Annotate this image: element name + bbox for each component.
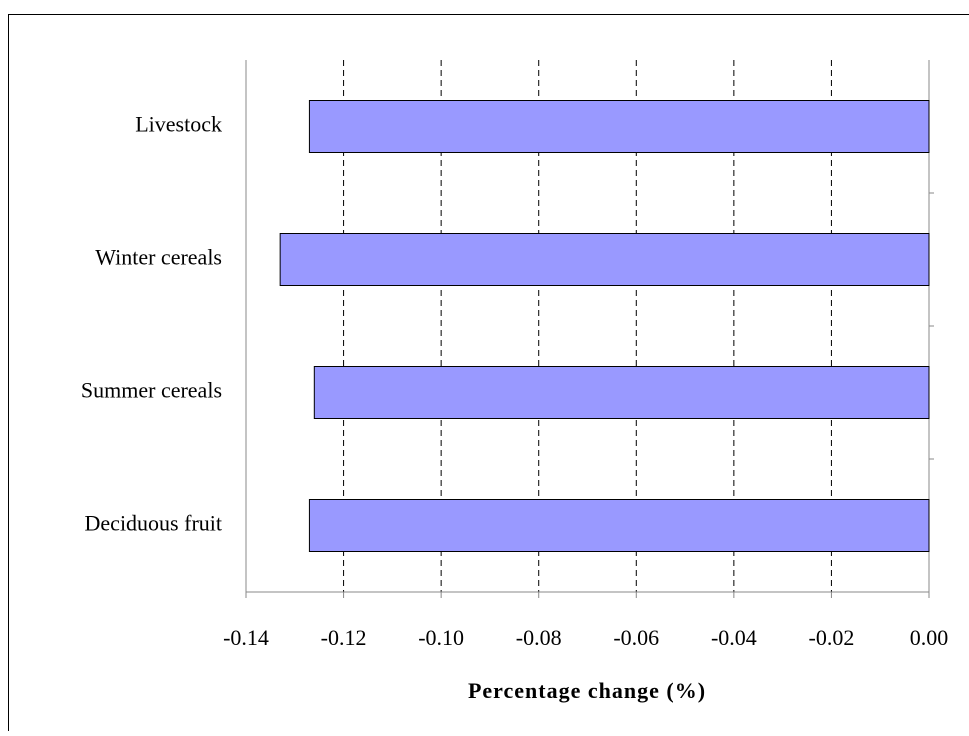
y-tick-label: Livestock — [135, 112, 222, 137]
bar — [314, 367, 929, 419]
x-tick-label: -0.08 — [516, 625, 562, 650]
bar — [280, 234, 929, 286]
y-tick-label: Winter cereals — [95, 245, 222, 270]
bar — [309, 101, 929, 153]
x-tick-label: -0.14 — [223, 625, 269, 650]
y-tick-label: Deciduous fruit — [85, 511, 222, 536]
x-tick-label: 0.00 — [910, 625, 949, 650]
bar — [309, 500, 929, 552]
y-tick-label: Summer cereals — [81, 378, 222, 403]
x-tick-label: -0.02 — [809, 625, 855, 650]
x-tick-label: -0.12 — [321, 625, 367, 650]
x-tick-label: -0.10 — [418, 625, 464, 650]
x-axis-title: Percentage change (%) — [468, 678, 706, 703]
x-tick-label: -0.04 — [711, 625, 757, 650]
x-tick-label: -0.06 — [613, 625, 659, 650]
